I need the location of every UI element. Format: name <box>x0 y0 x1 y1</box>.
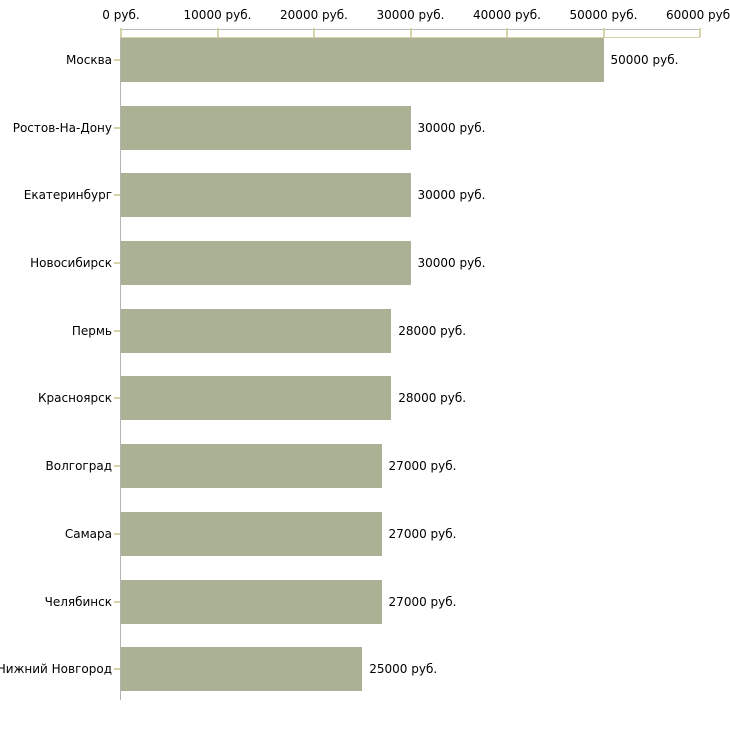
category-label: Самара <box>64 526 112 541</box>
chart-row: Красноярск 28000 руб. <box>38 376 700 444</box>
value-axis-tick-label: 40000 руб. <box>473 8 541 22</box>
category-label: Ростов-На-Дону <box>12 120 112 135</box>
bar-rows: Москва 50000 руб. Ростов-На-Дону 30000 руб.… <box>0 38 700 715</box>
category-tick <box>114 262 120 265</box>
bar-6[interactable] <box>121 376 392 421</box>
value-axis-tick <box>120 28 122 37</box>
category-label: Пермь <box>71 323 112 338</box>
category-label: Красноярск <box>38 391 112 406</box>
category-label: Екатеринбург <box>23 188 112 203</box>
value-axis-tick-label: 20000 руб. <box>280 8 348 22</box>
category-tick <box>114 59 120 61</box>
bar-1[interactable] <box>121 38 604 82</box>
value-label: 25000 руб. <box>369 662 438 677</box>
chart-row: Нижний Новгород 25000 руб. <box>0 647 700 715</box>
bar-8[interactable] <box>121 511 382 556</box>
value-axis-tick <box>313 28 315 37</box>
value-label: 27000 руб. <box>388 526 457 541</box>
value-axis-tick-label: 30000 руб. <box>376 8 445 22</box>
value-label: 30000 руб. <box>417 188 486 203</box>
value-label: 28000 руб. <box>398 323 467 338</box>
value-label: 27000 руб. <box>388 594 457 609</box>
value-axis-tick-label: 10000 руб. <box>183 8 252 22</box>
chart-row: Пермь 28000 руб. <box>72 308 700 377</box>
value-axis <box>120 28 701 38</box>
category-tick <box>114 194 120 197</box>
bar-10[interactable] <box>121 647 363 692</box>
value-axis-tick <box>409 28 412 37</box>
category-tick <box>114 397 120 400</box>
chart-row: Самара 27000 руб. <box>65 511 700 580</box>
category-label: Москва <box>66 53 112 67</box>
value-axis-tick <box>506 28 508 37</box>
value-label: 30000 руб. <box>417 256 486 271</box>
category-tick <box>114 465 120 468</box>
category-tick <box>114 668 120 671</box>
category-label: Новосибирск <box>30 256 112 271</box>
value-axis-tick <box>216 28 219 37</box>
value-label: 50000 руб. <box>610 53 679 67</box>
chart-row: Новосибирск 30000 руб. <box>30 241 700 309</box>
value-axis-tick-label: 0 руб. <box>102 8 140 22</box>
category-tick <box>114 126 120 129</box>
value-label: 28000 руб. <box>398 391 467 406</box>
bar-5[interactable] <box>121 308 392 353</box>
value-label: 27000 руб. <box>388 459 457 474</box>
bar-2[interactable] <box>121 105 411 150</box>
chart-row: Челябинск 27000 руб. <box>45 579 700 648</box>
category-label: Нижний Новгород <box>0 662 112 677</box>
value-axis-tick-label: 50000 руб. <box>569 8 638 22</box>
category-label: Волгоград <box>45 459 112 474</box>
chart-row: Ростов-На-Дону 30000 руб. <box>13 105 700 174</box>
category-tick <box>114 329 120 332</box>
bar-3[interactable] <box>121 173 411 218</box>
chart-row: Волгоград 27000 руб. <box>46 444 700 512</box>
category-axis-line <box>120 29 121 700</box>
chart-row: Москва 50000 руб. <box>66 38 700 106</box>
category-tick <box>114 532 120 535</box>
bar-7[interactable] <box>121 444 382 489</box>
category-tick <box>114 600 120 603</box>
category-label: Челябинск <box>44 594 112 609</box>
value-label: 30000 руб. <box>417 120 486 135</box>
chart-row: Екатеринбург 30000 руб. <box>24 173 700 241</box>
bar-9[interactable] <box>121 579 382 624</box>
value-axis-tick-label: 60000 руб. <box>666 8 730 22</box>
value-axis-tick <box>602 28 605 37</box>
bar-4[interactable] <box>121 241 411 286</box>
value-axis-tick <box>699 28 701 37</box>
